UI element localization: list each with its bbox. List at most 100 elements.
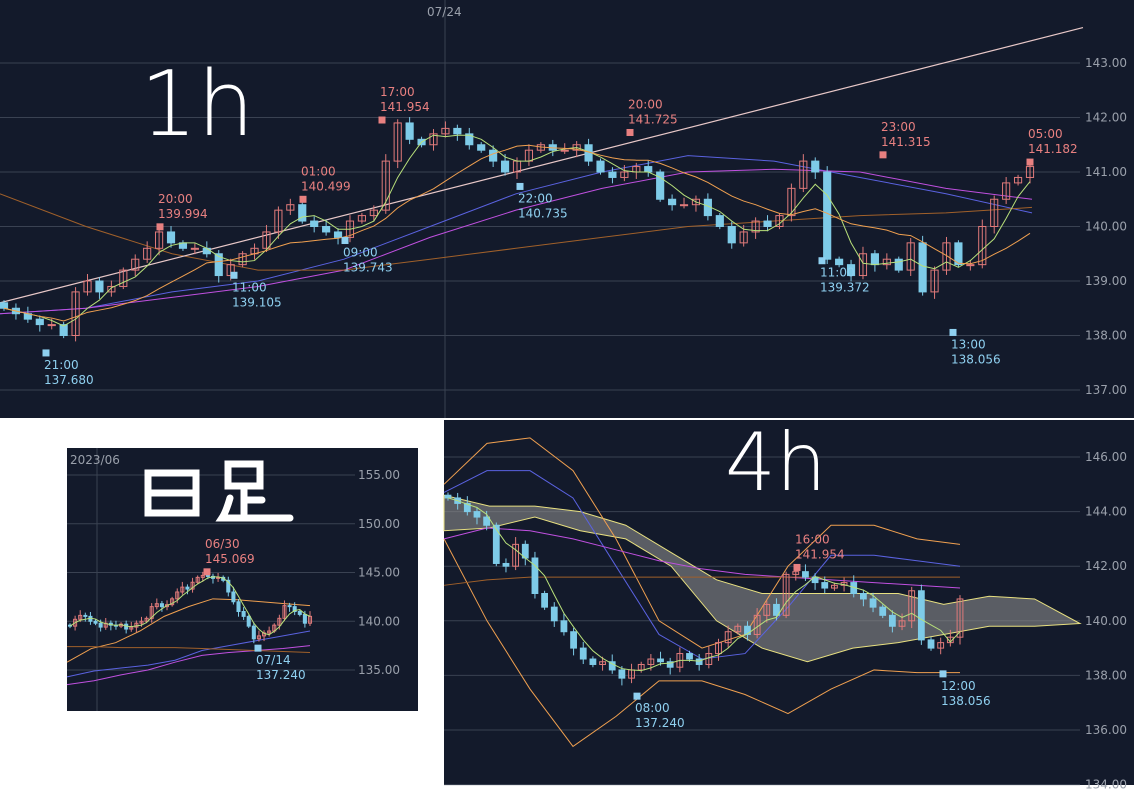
candle-up (679, 204, 689, 207)
candle-up (107, 285, 116, 293)
candle-down (870, 253, 879, 266)
annotation-time: 12:00 (941, 679, 976, 693)
y-tick-label: 155.00 (358, 468, 400, 482)
annotation-time: 20:00 (628, 97, 663, 111)
candle-down (686, 653, 693, 660)
annotation-price: 141.182 (1028, 142, 1078, 156)
candle-up (180, 586, 185, 593)
moving-average-blue (0, 155, 1033, 315)
candle-up (942, 242, 951, 271)
candle-up (71, 291, 80, 336)
annotation-price: 137.680 (44, 373, 94, 387)
candle-up (908, 590, 916, 622)
candle-down (579, 647, 587, 660)
candle-down (894, 258, 903, 271)
high-marker (626, 128, 634, 136)
candle-up (799, 160, 808, 189)
candle-down (657, 658, 664, 663)
date-label: 07/24 (427, 5, 462, 19)
high-marker (203, 568, 211, 576)
candle-up (782, 573, 790, 616)
y-tick-label: 143.00 (1085, 56, 1127, 70)
candle-down (918, 242, 927, 293)
candle-down (83, 614, 88, 617)
candle-up (734, 625, 742, 633)
candle-up (155, 231, 164, 249)
candle-up (792, 571, 800, 575)
candle-down (589, 658, 597, 665)
y-tick-label: 141.00 (1085, 165, 1127, 179)
candle-up (637, 663, 645, 671)
candle-up (73, 618, 78, 627)
candle-up (715, 642, 722, 655)
moving-average-brown (0, 193, 1033, 271)
high-marker (1026, 158, 1034, 166)
candle-up (256, 635, 261, 640)
annotation-price: 140.735 (518, 206, 568, 220)
candle-down (246, 615, 251, 627)
candle-down (98, 622, 103, 628)
moving-average-purple (443, 527, 961, 589)
annotation-time: 22:00 (518, 191, 553, 205)
candle-up (560, 149, 569, 152)
date-label: 2023/06 (70, 453, 120, 467)
annotation-price: 139.372 (820, 281, 870, 295)
candle-down (927, 639, 935, 649)
candle-up (381, 160, 390, 211)
y-tick-label: 142.00 (1085, 559, 1127, 573)
chart-1h-background (0, 0, 1134, 418)
candle-up (751, 220, 760, 233)
candle-down (489, 149, 498, 162)
candle-up (47, 324, 56, 327)
candle-down (835, 258, 844, 266)
annotation-price: 137.240 (256, 668, 306, 682)
candle-down (917, 590, 925, 641)
candle-down (823, 171, 832, 260)
candle-down (463, 502, 471, 513)
candle-up (393, 122, 402, 162)
y-tick-label: 139.00 (1085, 274, 1127, 288)
annotation-time: 06/30 (205, 537, 240, 551)
candle-down (727, 226, 736, 244)
candle-up (739, 231, 748, 244)
candle-up (175, 591, 180, 600)
chart-daily: 155.00 150.00 145.00 140.00 135.00 2023/06 06/… (66, 448, 400, 711)
candle-up (906, 242, 915, 271)
handwritten-label-daily (144, 460, 294, 522)
y-tick-label: 140.00 (1085, 220, 1127, 234)
moving-average-brown (443, 576, 960, 586)
annotation-price: 141.954 (795, 547, 845, 561)
candle-down (500, 160, 510, 173)
y-tick-label: 145.00 (358, 566, 400, 580)
candle-down (465, 133, 474, 146)
moving-average-mid (3, 144, 1031, 322)
annotation-time: 01:00 (301, 164, 336, 178)
candle-down (656, 171, 665, 200)
candle-down (744, 625, 751, 635)
candle-up (170, 598, 175, 606)
y-tick-label: 142.00 (1085, 111, 1127, 125)
moving-average-fast (447, 497, 961, 672)
candle-up (164, 604, 170, 608)
annotation-price: 137.240 (635, 716, 685, 730)
y-tick-label: 150.00 (358, 517, 400, 531)
candle-down (888, 614, 896, 627)
annotation-price: 145.069 (205, 552, 255, 566)
annotation-price: 138.056 (941, 694, 991, 708)
candle-down (333, 231, 343, 238)
candle-up (1002, 182, 1011, 200)
candle-down (773, 603, 780, 616)
annotation-price: 138.056 (951, 352, 1001, 366)
annotation-time: 21:00 (44, 358, 79, 372)
candle-up (882, 258, 891, 266)
candle-down (93, 620, 98, 624)
candle-down (35, 318, 44, 326)
y-tick-label: 140.00 (1085, 614, 1127, 628)
candle-down (846, 264, 856, 277)
low-marker (818, 257, 826, 265)
candle-down (869, 598, 877, 608)
chart-1h: 143.00 142.00 141.00 140.00 139.00 138.00 137.… (0, 0, 1127, 418)
annotation-time: 07/14 (256, 653, 291, 667)
candle-down (811, 160, 820, 173)
candle-down (859, 593, 867, 600)
